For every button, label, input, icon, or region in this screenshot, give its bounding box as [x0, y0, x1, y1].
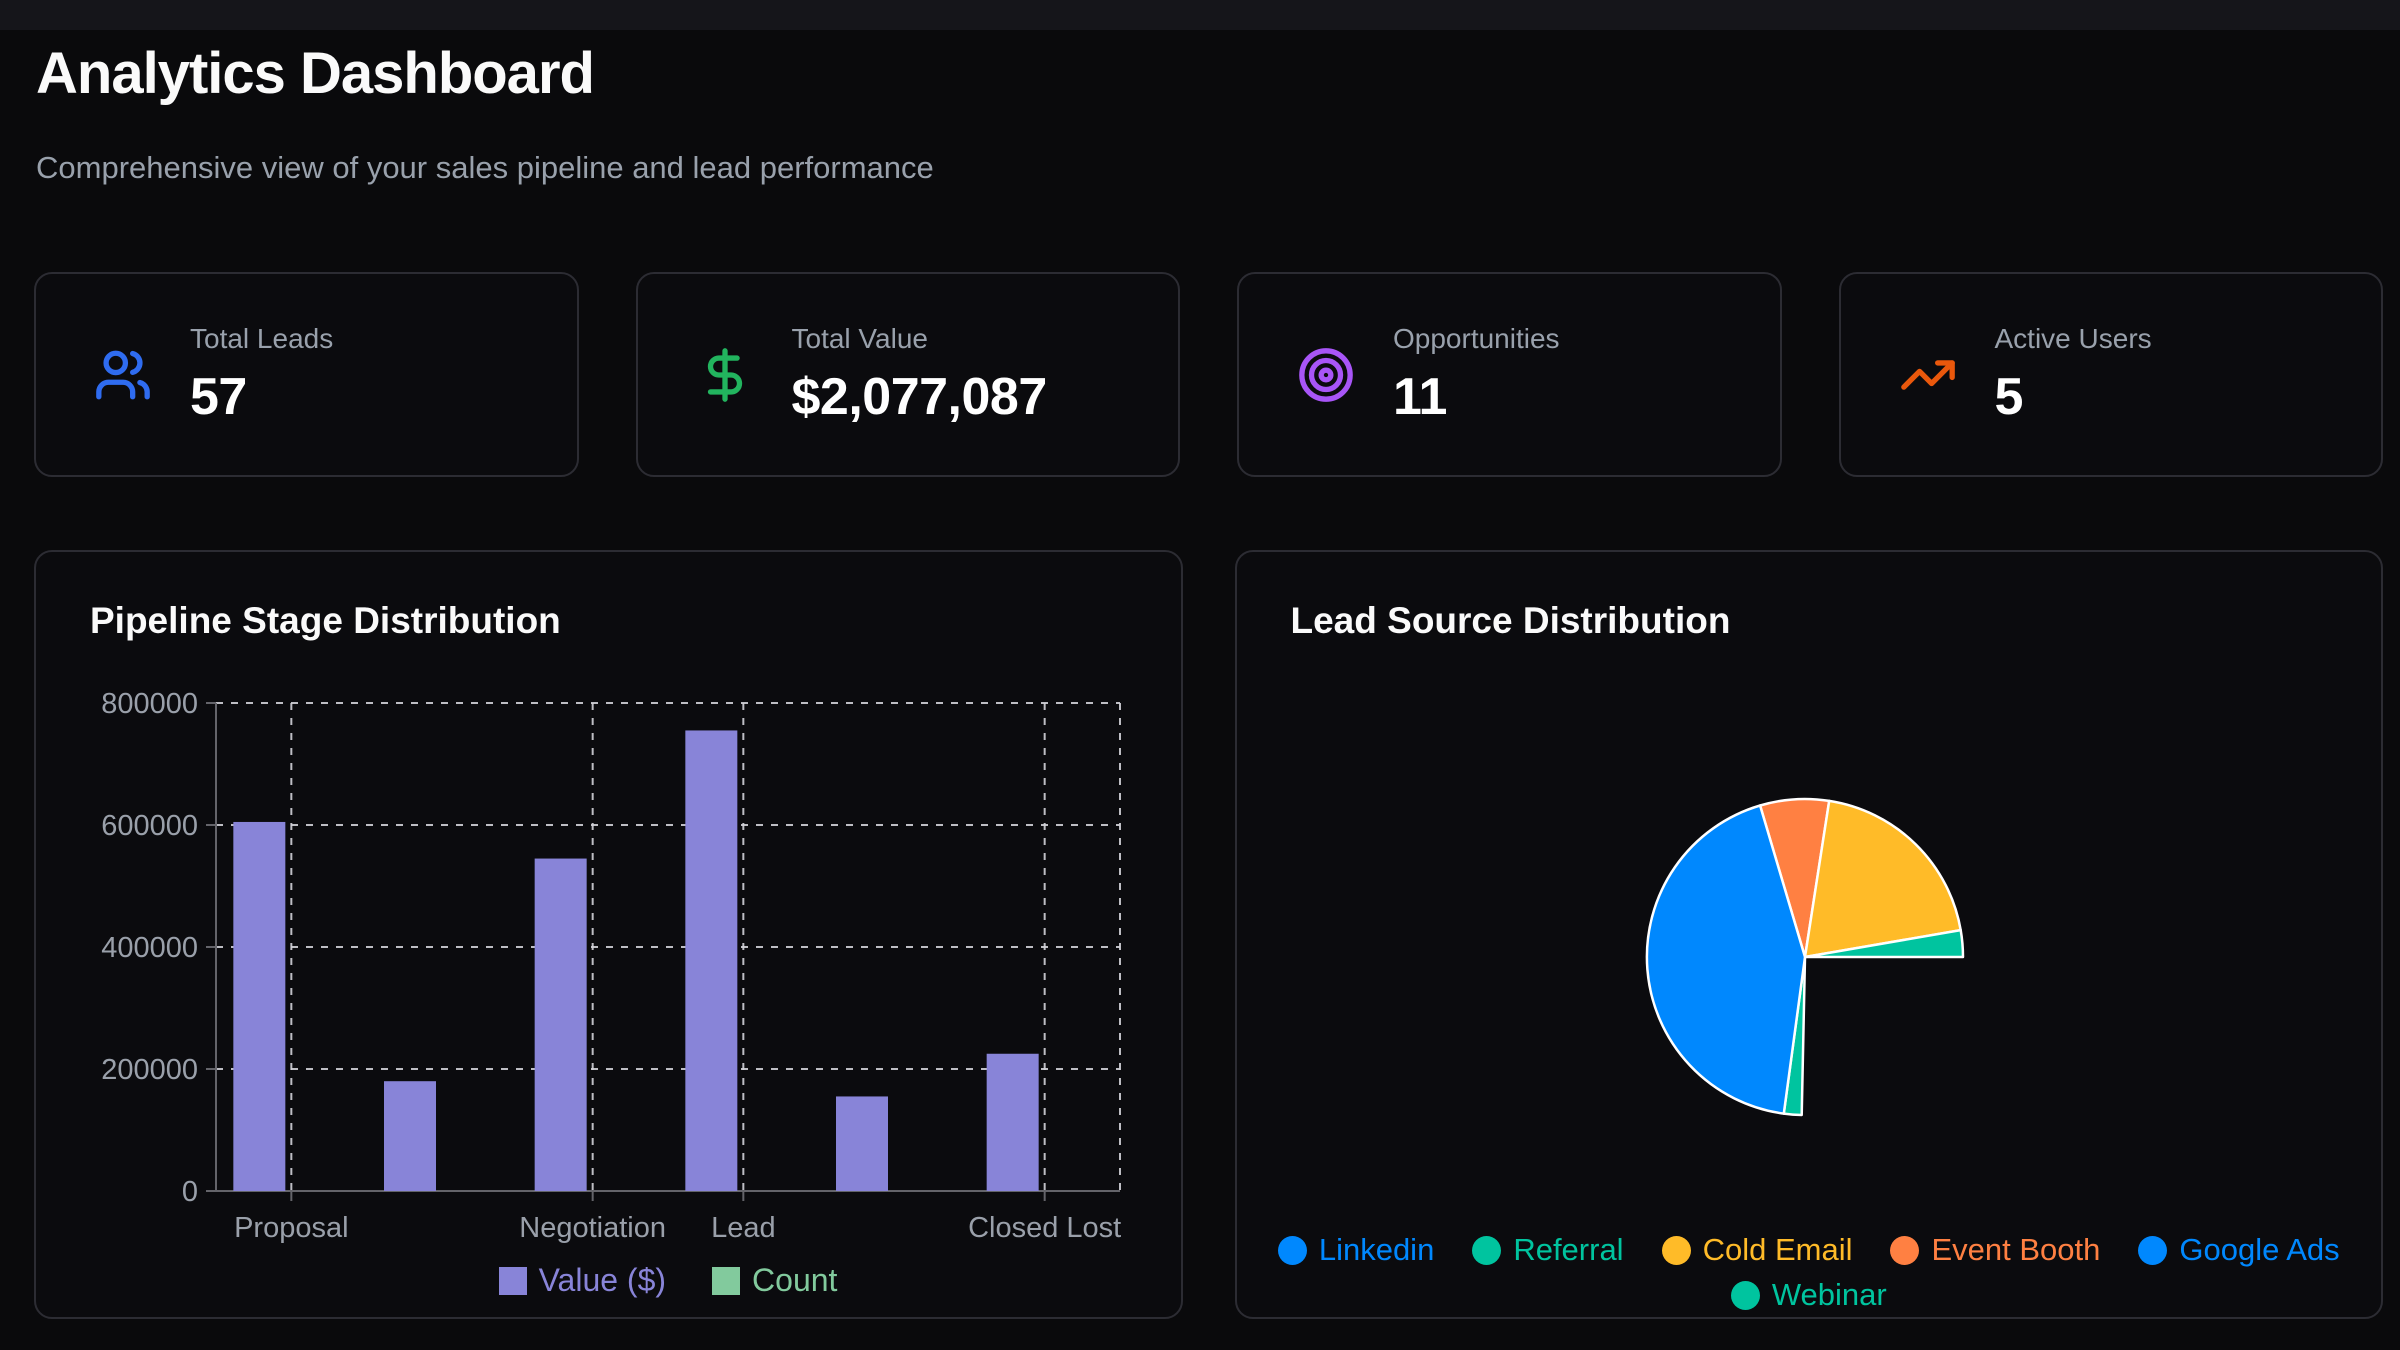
pipeline-chart-title: Pipeline Stage Distribution — [90, 600, 561, 641]
stat-card-total-value: Total Value $2,077,087 — [635, 272, 1180, 477]
cold-email-dot — [1661, 1235, 1691, 1265]
pipeline-bar-chart: 0 200000 400000 600000 800000 Proposal Negotia… — [101, 688, 1121, 1244]
stat-label: Total Leads — [190, 322, 334, 354]
google-ads-dot — [2138, 1235, 2168, 1265]
dollar-icon — [696, 346, 754, 404]
bar-Value ($)-Proposal[interactable] — [233, 821, 286, 1191]
legend-label: Referral — [1513, 1232, 1624, 1267]
stat-value: $2,077,087 — [791, 367, 1048, 426]
page-title: Analytics Dashboard — [36, 41, 595, 106]
bar-Value ($)-Negotiation[interactable] — [534, 858, 587, 1191]
pie-slice-Cold Email[interactable] — [1803, 799, 1962, 959]
legend-item-referral: Referral — [1472, 1232, 1624, 1268]
stat-label: Total Value — [791, 322, 928, 354]
stat-value: 11 — [1393, 367, 1447, 426]
y-tick-label: 600000 — [101, 810, 198, 842]
y-tick-label: 0 — [182, 1176, 198, 1208]
stat-card-total-leads: Total Leads 57 — [34, 272, 579, 477]
legend-label: Event Booth — [1931, 1232, 2101, 1267]
x-tick-label: Closed Lost — [968, 1212, 1121, 1244]
legend-label: Value ($) — [538, 1262, 667, 1298]
pipeline-chart-card: Pipeline Stage Distribution 0 200000 40000… — [34, 550, 1183, 1319]
users-icon — [94, 346, 152, 404]
legend-item-cold-email: Cold Email — [1661, 1232, 1853, 1268]
pie-slice-Google Ads[interactable] — [1645, 804, 1806, 1115]
pie-slice-Referral[interactable] — [1803, 928, 1964, 959]
stat-label: Opportunities — [1393, 322, 1560, 354]
referral-dot — [1472, 1235, 1502, 1265]
y-tick-label: 400000 — [101, 932, 198, 964]
lead-source-pie-chart — [1645, 797, 1964, 1117]
legend-label: Cold Email — [1702, 1232, 1853, 1267]
lead-source-chart-title: Lead Source Distribution — [1290, 600, 1731, 641]
y-tick-label: 200000 — [101, 1054, 198, 1086]
stat-label: Active Users — [1994, 322, 2152, 354]
legend-item-linkedin: Linkedin — [1277, 1232, 1435, 1268]
stat-cards-row: Total Leads 57 Total Value $2,077,087 Op… — [34, 272, 2383, 477]
lead-source-chart-card: Lead Source Distribution Linkedin Referr… — [1234, 550, 2383, 1319]
lead-source-legend: Linkedin Referral Cold Email Event Booth… — [1237, 1232, 2382, 1313]
legend-item-google-ads: Google Ads — [2138, 1232, 2340, 1268]
value-series-swatch — [498, 1266, 527, 1295]
x-tick-label: Negotiation — [519, 1212, 666, 1244]
legend-label: Count — [752, 1262, 838, 1298]
charts-row: Pipeline Stage Distribution 0 200000 40000… — [34, 550, 2383, 1319]
legend-row-2: Webinar — [1730, 1277, 1887, 1313]
legend-item-count: Count — [712, 1262, 837, 1299]
legend-item-event-booth: Event Booth — [1890, 1232, 2100, 1268]
webinar-dot — [1730, 1280, 1760, 1310]
linkedin-dot — [1277, 1235, 1307, 1265]
stat-card-active-users: Active Users 5 — [1838, 272, 2383, 477]
stat-value: 57 — [190, 367, 247, 426]
x-tick-label: Lead — [711, 1212, 776, 1244]
stat-value: 5 — [1994, 367, 2024, 426]
legend-row-1: Linkedin Referral Cold Email Event Booth… — [1277, 1232, 2340, 1268]
stat-card-opportunities: Opportunities 11 — [1237, 272, 1782, 477]
count-series-swatch — [712, 1266, 741, 1295]
event-booth-dot — [1890, 1235, 1920, 1265]
legend-item-value: Value ($) — [498, 1262, 667, 1299]
page-subtitle: Comprehensive view of your sales pipelin… — [36, 150, 934, 185]
target-icon — [1297, 346, 1355, 404]
bar-Value ($)-Closed Lost[interactable] — [986, 1053, 1039, 1191]
pipeline-chart-legend: Value ($) Count — [216, 1262, 1120, 1299]
legend-label: Webinar — [1771, 1277, 1887, 1312]
legend-label: Linkedin — [1318, 1232, 1435, 1267]
y-tick-label: 800000 — [101, 688, 198, 720]
legend-item-webinar: Webinar — [1730, 1277, 1887, 1313]
bar-Value ($)-Lead[interactable] — [685, 730, 738, 1191]
bar-Value ($)-stage2[interactable] — [384, 1081, 436, 1191]
top-edge-band — [0, 0, 2400, 30]
x-tick-label: Proposal — [234, 1212, 348, 1244]
legend-label: Google Ads — [2179, 1232, 2340, 1267]
trending-up-icon — [1899, 346, 1957, 404]
bar-Value ($)-stage5[interactable] — [836, 1096, 888, 1191]
